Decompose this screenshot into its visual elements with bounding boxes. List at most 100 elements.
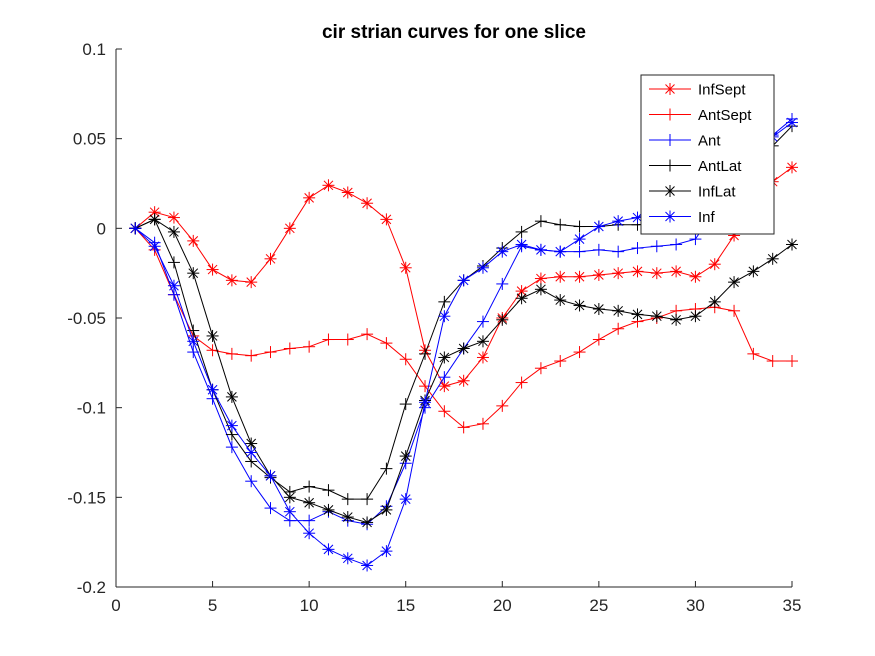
data-point [322, 333, 335, 346]
data-point [167, 256, 180, 269]
legend-item: AntLat [649, 158, 742, 175]
data-point [380, 503, 393, 516]
data-point [592, 333, 605, 346]
data-point [457, 274, 470, 287]
data-point [592, 303, 605, 316]
data-point [303, 514, 316, 527]
data-point [631, 265, 644, 278]
data-point [380, 337, 393, 350]
legend-item: InfSept [649, 82, 746, 99]
data-point [766, 252, 779, 265]
data-point [303, 496, 316, 509]
data-point [573, 245, 586, 258]
data-point [245, 446, 258, 459]
data-point [534, 362, 547, 375]
data-point [612, 215, 625, 228]
data-point [689, 270, 702, 283]
x-tick-label: 15 [396, 596, 415, 615]
data-point [496, 277, 509, 290]
data-point [728, 304, 741, 317]
data-point [225, 441, 238, 454]
data-point [322, 484, 335, 497]
data-point [283, 505, 296, 518]
legend: InfSept AntSept Ant AntLat InfLat Inf [640, 74, 775, 235]
data-point [631, 242, 644, 255]
data-point [573, 220, 586, 233]
data-point [631, 308, 644, 321]
data-point [554, 294, 567, 307]
data-point [187, 335, 200, 348]
data-point [612, 245, 625, 258]
data-point [399, 261, 412, 274]
data-point [650, 240, 663, 253]
legend-swatch-marker [664, 108, 676, 121]
data-point [786, 161, 798, 174]
data-point [457, 421, 470, 434]
x-tick-label: 35 [783, 596, 802, 615]
data-point [225, 419, 238, 432]
data-point [303, 527, 316, 540]
data-point [747, 265, 760, 278]
data-point [728, 276, 741, 289]
data-point [457, 342, 470, 355]
data-point [341, 186, 354, 199]
data-point [515, 292, 528, 305]
data-point [303, 480, 316, 493]
data-point [534, 215, 547, 228]
data-point [612, 304, 625, 317]
data-point [573, 346, 586, 359]
data-point [708, 258, 721, 271]
y-tick-label: -0.15 [67, 488, 106, 507]
legend-swatch-marker [664, 134, 676, 146]
data-point [399, 398, 412, 411]
data-point [457, 374, 470, 387]
data-point [670, 238, 683, 251]
data-point [592, 220, 605, 233]
data-point [399, 493, 412, 506]
data-point [534, 243, 547, 256]
x-tick-label: 20 [493, 596, 512, 615]
data-point [322, 503, 335, 516]
data-point [264, 252, 277, 265]
data-point [573, 299, 586, 312]
data-point [592, 268, 605, 281]
data-point [476, 261, 489, 274]
y-tick-label: 0.1 [82, 40, 106, 59]
data-point [419, 347, 432, 360]
data-point [399, 353, 412, 366]
data-point [341, 333, 354, 346]
data-point [361, 197, 374, 210]
axes: 0 5 10 15 20 25 30 35 -0.2 -0.15 -0.1 -0.05 0 0.05 0.1 [67, 40, 801, 615]
x-tick-label: 25 [589, 596, 608, 615]
data-point [206, 344, 219, 357]
series-infsept [129, 161, 798, 393]
chart-title: cir strian curves for one slice [322, 22, 586, 43]
data-point [650, 267, 663, 280]
data-point [341, 493, 354, 506]
x-tick-label: 10 [300, 596, 319, 615]
data-point [496, 245, 509, 258]
data-point [148, 213, 161, 226]
data-point [380, 213, 393, 226]
data-point [534, 272, 547, 285]
data-point [361, 328, 374, 341]
data-point [245, 349, 258, 362]
legend-label: Inf [698, 209, 716, 226]
data-point [399, 450, 412, 463]
data-point [148, 206, 161, 219]
data-point [786, 355, 798, 368]
data-point [167, 279, 180, 292]
data-point [554, 355, 567, 368]
legend-item: Inf [649, 209, 716, 226]
y-tick-label: 0 [97, 219, 106, 238]
data-point [476, 417, 489, 430]
data-point [592, 243, 605, 256]
data-point [670, 313, 683, 326]
data-point [361, 516, 374, 529]
legend-item: AntSept [649, 107, 752, 124]
data-point [786, 116, 798, 129]
data-point [283, 491, 296, 504]
data-point [573, 270, 586, 283]
